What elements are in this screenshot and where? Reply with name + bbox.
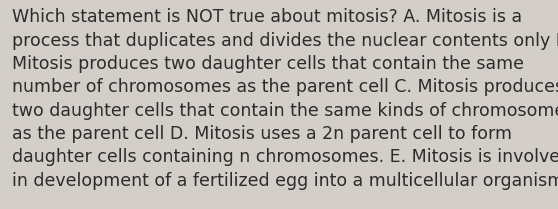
Text: Which statement is NOT true about mitosis? A. Mitosis is a
process that duplicat: Which statement is NOT true about mitosi… [12, 8, 558, 190]
